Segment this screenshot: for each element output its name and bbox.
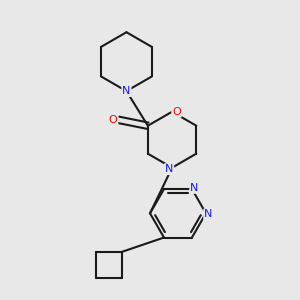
Text: N: N	[190, 183, 199, 193]
Text: O: O	[109, 115, 118, 125]
Text: N: N	[204, 209, 212, 220]
Text: N: N	[122, 86, 130, 96]
Text: O: O	[172, 107, 181, 117]
Text: N: N	[165, 164, 173, 174]
